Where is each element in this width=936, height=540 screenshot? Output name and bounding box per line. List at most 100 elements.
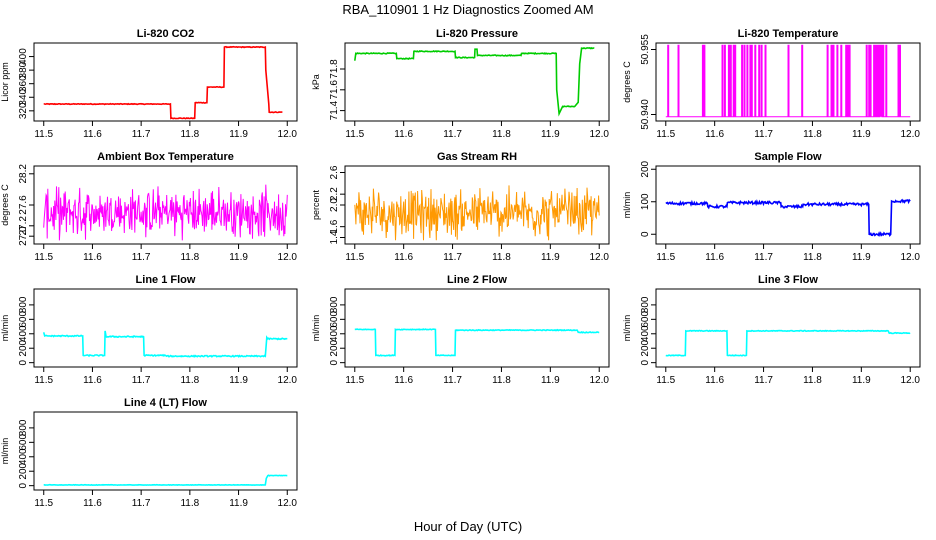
y-tick-label: 27.6 xyxy=(18,195,29,215)
x-tick-label: 11.7 xyxy=(132,129,151,140)
x-tick-label: 11.5 xyxy=(34,375,53,386)
panels-layer: Li-820 CO2 Licor ppm 11.5 11.6 11.7 11.8 11.9 1… xyxy=(0,28,921,509)
y-axis-label: ml/min xyxy=(0,315,10,342)
x-tick-label: 11.9 xyxy=(852,252,871,263)
x-tick-label: 11.5 xyxy=(345,129,364,140)
x-tick-label: 11.9 xyxy=(229,129,248,140)
y-tick-label: 360 xyxy=(18,75,29,92)
x-tick-label: 11.9 xyxy=(229,375,248,386)
series-line xyxy=(354,328,600,357)
panel-title: Li-820 CO2 xyxy=(137,28,194,40)
panel-7: Line 1 Flow ml/min 11.5 11.6 11.7 11.8 11.9 12.… xyxy=(0,274,298,386)
y-axis-label: ml/min xyxy=(0,438,10,465)
x-tick-label: 11.5 xyxy=(345,252,364,263)
y-tick-label: 71.4 xyxy=(329,100,340,120)
x-tick-label: 12.0 xyxy=(589,252,609,263)
y-tick-label: 71.6 xyxy=(329,80,340,100)
panel-title: Li-820 Pressure xyxy=(436,28,518,40)
x-tick-label: 12.0 xyxy=(900,252,920,263)
y-axis-label: percent xyxy=(311,189,321,220)
y-tick-label: 400 xyxy=(18,325,29,342)
plot-frame xyxy=(344,288,610,368)
x-tick-label: 11.6 xyxy=(705,252,724,263)
series-noise xyxy=(354,185,600,241)
panel-title: Line 3 Flow xyxy=(758,274,818,286)
y-tick-label: 1.6 xyxy=(329,219,340,233)
panel-title: Line 4 (LT) Flow xyxy=(124,397,207,409)
x-tick-label: 11.5 xyxy=(345,375,364,386)
y-axis-label: ml/min xyxy=(622,315,632,342)
x-tick-label: 11.6 xyxy=(394,252,413,263)
y-tick-label: 2.6 xyxy=(329,165,340,179)
y-axis-label: ml/min xyxy=(311,315,321,342)
y-tick-label: 200 xyxy=(640,160,651,177)
x-tick-label: 12.0 xyxy=(589,375,609,386)
x-tick-label: 11.8 xyxy=(803,129,822,140)
plot-frame xyxy=(655,165,921,245)
x-tick-label: 11.7 xyxy=(754,129,773,140)
series-line xyxy=(665,329,911,357)
panel-title: Sample Flow xyxy=(754,151,822,163)
series-spikes xyxy=(665,44,911,118)
plot-frame xyxy=(655,42,921,122)
y-tick-label: 400 xyxy=(18,448,29,465)
y-tick-label: 2.2 xyxy=(329,187,340,201)
y-tick-label: 50.940 xyxy=(640,99,651,130)
x-tick-label: 11.7 xyxy=(754,375,773,386)
y-tick-label: 380 xyxy=(18,61,29,78)
panel-10: Line 4 (LT) Flow ml/min 11.5 11.6 11.7 11.8 11… xyxy=(0,397,298,509)
plot-frame xyxy=(33,411,298,491)
panel-9: Line 3 Flow ml/min 11.5 11.6 11.7 11.8 11.9 12.… xyxy=(622,274,921,386)
x-tick-label: 11.6 xyxy=(83,375,102,386)
figure-title: RBA_110901 1 Hz Diagnostics Zoomed AM xyxy=(342,2,593,17)
x-tick-label: 11.5 xyxy=(656,375,675,386)
x-tick-label: 11.8 xyxy=(803,252,822,263)
plot-frame xyxy=(33,288,298,368)
y-tick-label: 27.2 xyxy=(18,216,29,236)
x-tick-label: 11.5 xyxy=(34,498,53,509)
x-tick-label: 12.0 xyxy=(278,375,298,386)
y-tick-label: 1.4 xyxy=(329,230,340,244)
y-tick-label: 200 xyxy=(18,339,29,356)
x-tick-label: 11.8 xyxy=(180,375,199,386)
x-tick-label: 11.7 xyxy=(443,129,462,140)
x-tick-label: 11.6 xyxy=(705,375,724,386)
panel-title: Gas Stream RH xyxy=(437,151,517,163)
plot-frame xyxy=(655,288,921,368)
x-tick-label: 11.6 xyxy=(394,129,413,140)
y-tick-label: 28.2 xyxy=(18,164,29,184)
x-tick-label: 12.0 xyxy=(278,498,298,509)
series-line xyxy=(665,198,911,238)
x-tick-label: 11.5 xyxy=(34,252,53,263)
panel-6: Sample Flow ml/min 11.5 11.6 11.7 11.8 11.9 12.… xyxy=(622,151,921,263)
y-tick-label: 800 xyxy=(18,419,29,436)
x-tick-label: 11.6 xyxy=(394,375,413,386)
y-axis-label: degrees C xyxy=(0,184,10,226)
y-tick-label: 71.8 xyxy=(329,59,340,79)
series-line xyxy=(43,474,288,487)
x-tick-label: 11.8 xyxy=(803,375,822,386)
y-tick-label: 200 xyxy=(329,339,340,356)
plot-frame xyxy=(33,42,298,122)
plot-frame xyxy=(344,42,610,122)
x-tick-label: 11.7 xyxy=(443,252,462,263)
x-tick-label: 12.0 xyxy=(589,129,609,140)
y-tick-label: 600 xyxy=(329,311,340,328)
x-tick-label: 11.9 xyxy=(541,129,560,140)
x-tick-label: 12.0 xyxy=(900,375,920,386)
series-line xyxy=(43,45,283,120)
x-tick-label: 12.0 xyxy=(900,129,920,140)
y-tick-label: 400 xyxy=(18,48,29,65)
y-tick-label: 50.955 xyxy=(640,34,651,65)
y-axis-label: Licor ppm xyxy=(0,62,10,102)
y-tick-label: 340 xyxy=(18,88,29,105)
x-tick-label: 11.6 xyxy=(83,129,102,140)
y-tick-label: 400 xyxy=(329,325,340,342)
x-tick-label: 11.7 xyxy=(443,375,462,386)
y-tick-label: 100 xyxy=(640,193,651,210)
x-tick-label: 11.6 xyxy=(83,252,102,263)
panel-title: Line 1 Flow xyxy=(136,274,196,286)
panel-4: Ambient Box Temperature degrees C 11.5 11.6… xyxy=(0,151,298,263)
